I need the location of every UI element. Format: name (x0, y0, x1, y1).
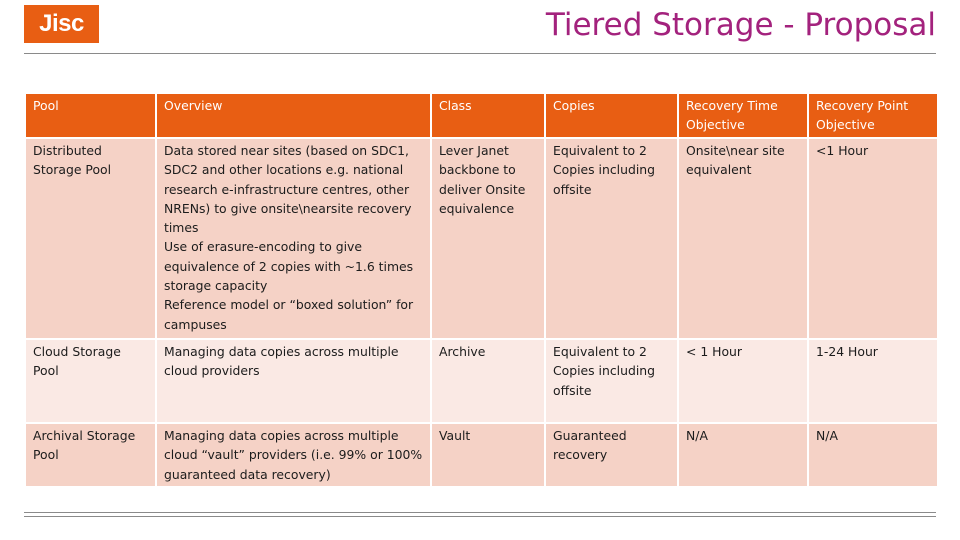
header-class: Class (430, 92, 546, 139)
overview-line: Managing data copies across multiple clo… (164, 428, 423, 482)
cell-rpo: N/A (807, 422, 939, 488)
table-header-row: Pool Overview Class Copies Recovery Time… (24, 92, 939, 139)
cell-overview: Managing data copies across multiple clo… (155, 422, 432, 488)
table-row: Archival Storage Pool Managing data copi… (24, 422, 939, 488)
storage-tiers-table: Pool Overview Class Copies Recovery Time… (24, 92, 939, 488)
cell-pool: Distributed Storage Pool (24, 137, 157, 340)
cell-rto: Onsite\near site equivalent (677, 137, 809, 340)
slide-title: Tiered Storage - Proposal (545, 7, 936, 43)
cell-copies: Guaranteed recovery (544, 422, 679, 488)
cell-copies: Equivalent to 2 Copies including offsite (544, 137, 679, 340)
cell-overview: Managing data copies across multiple clo… (155, 338, 432, 424)
overview-line: Use of erasure-encoding to give equivale… (164, 239, 414, 294)
cell-overview: Data stored near sites (based on SDC1, S… (155, 137, 432, 340)
bottom-divider (24, 512, 936, 513)
top-divider (24, 53, 936, 54)
bottom-divider-double (24, 516, 936, 517)
jisc-logo: Jisc (24, 5, 99, 43)
cell-pool: Cloud Storage Pool (24, 338, 157, 424)
cell-class: Lever Janet backbone to deliver Onsite e… (430, 137, 546, 340)
overview-line: Data stored near sites (based on SDC1, S… (164, 143, 412, 236)
cell-class: Archive (430, 338, 546, 424)
overview-line: Managing data copies across multiple clo… (164, 344, 399, 379)
cell-class: Vault (430, 422, 546, 488)
table-row: Cloud Storage Pool Managing data copies … (24, 338, 939, 424)
header-pool: Pool (24, 92, 157, 139)
cell-copies: Equivalent to 2 Copies including offsite (544, 338, 679, 424)
header-recovery-time-objective: Recovery Time Objective (677, 92, 809, 139)
table-row: Distributed Storage Pool Data stored nea… (24, 137, 939, 340)
cell-pool: Archival Storage Pool (24, 422, 157, 488)
cell-rto: < 1 Hour (677, 338, 809, 424)
header-overview: Overview (155, 92, 432, 139)
cell-rpo: 1-24 Hour (807, 338, 939, 424)
overview-line: Reference model or “boxed solution” for … (164, 297, 414, 332)
cell-rto: N/A (677, 422, 809, 488)
cell-rpo: <1 Hour (807, 137, 939, 340)
header-recovery-point-objective: Recovery Point Objective (807, 92, 939, 139)
header-copies: Copies (544, 92, 679, 139)
